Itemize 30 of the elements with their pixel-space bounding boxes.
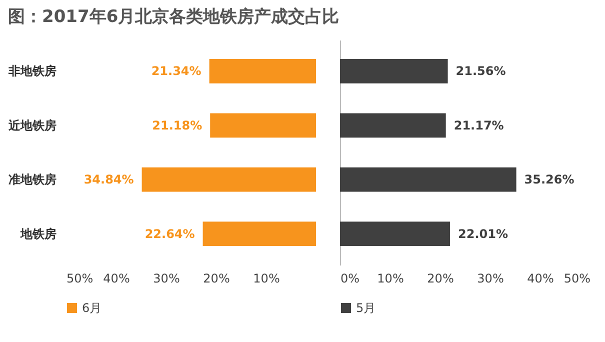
chart-title: 图：2017年6月北京各类地铁房产成交占比 [8,7,340,27]
x-tick-label: 30% [477,272,504,286]
data-label: 21.56% [456,64,506,78]
data-label: 21.17% [454,118,504,132]
x-tick-label: 10% [253,272,280,286]
bar [209,58,316,84]
data-label: 21.34% [151,64,202,78]
x-tick-label: 50% [66,272,94,286]
y-tick-label: 地铁房 [20,226,56,241]
data-label: 35.26% [524,172,574,187]
bar [210,113,316,138]
data-label: 22.64% [144,226,195,241]
x-tick-label: 10% [377,272,404,286]
y-tick-label: 近地铁房 [8,118,56,132]
bar [142,167,316,192]
x-tick-label: 0% [340,272,360,286]
legend-label: 6月 [82,301,102,315]
bar [202,222,316,246]
x-tick-label: 40% [527,272,554,286]
x-tick-label: 20% [203,272,230,286]
x-tick-label: 30% [153,272,180,286]
legend-label: 5月 [356,301,376,315]
y-tick-label: 非地铁房 [8,64,56,78]
data-label: 22.01% [458,226,508,241]
data-label: 21.18% [152,118,202,132]
x-tick-label: 20% [427,272,454,286]
data-label: 34.84% [84,172,134,187]
x-tick-label: 40% [103,272,130,286]
y-tick-label: 准地铁房 [8,172,56,187]
x-tick-label: 50% [564,272,590,286]
